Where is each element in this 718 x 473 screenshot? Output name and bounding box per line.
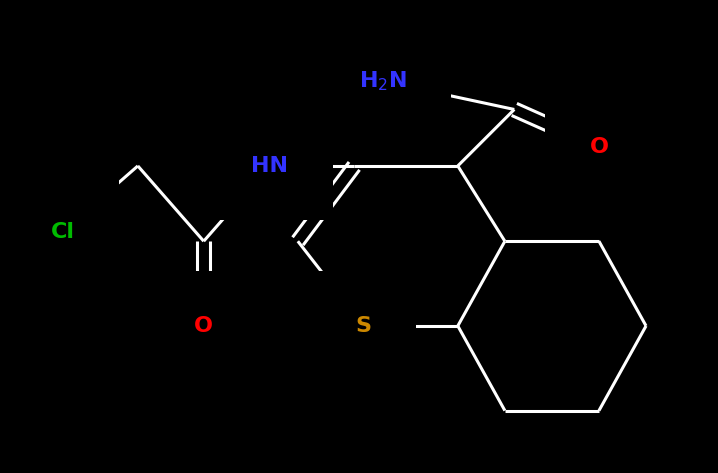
Text: H$_2$N: H$_2$N [358,70,406,93]
Text: Cl: Cl [50,222,75,242]
Text: O: O [589,137,608,157]
Text: HN: HN [251,156,288,176]
Text: O: O [195,316,213,336]
Text: S: S [355,316,372,336]
